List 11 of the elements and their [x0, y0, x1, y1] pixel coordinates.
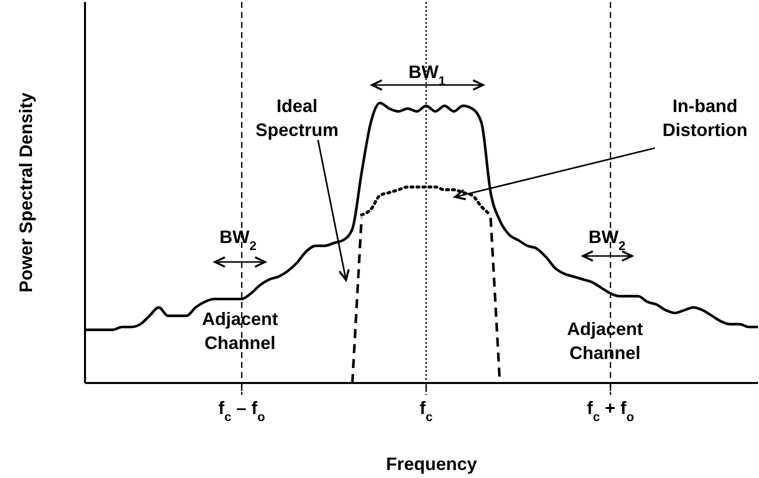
annotation: Adjacent Channel — [202, 309, 278, 353]
y-axis-title: Power Spectral Density — [16, 92, 36, 293]
x-tick-label: f$_{c}$ – f$_{o}$ — [218, 398, 266, 424]
x-tick-label: f$_{c}$ — [420, 398, 433, 424]
x-axis-title: Frequency — [386, 454, 478, 474]
annotation: BW$_{2}$ — [219, 227, 257, 253]
annotation: In-band Distortion — [662, 96, 748, 140]
x-tick-label: f$_{c}$ + f$_{o}$ — [586, 398, 634, 424]
annotation: BW$_{2}$ — [588, 227, 626, 253]
annotation: Adjacent Channel — [566, 319, 644, 363]
annotation: Ideal Spectrum — [255, 96, 339, 140]
